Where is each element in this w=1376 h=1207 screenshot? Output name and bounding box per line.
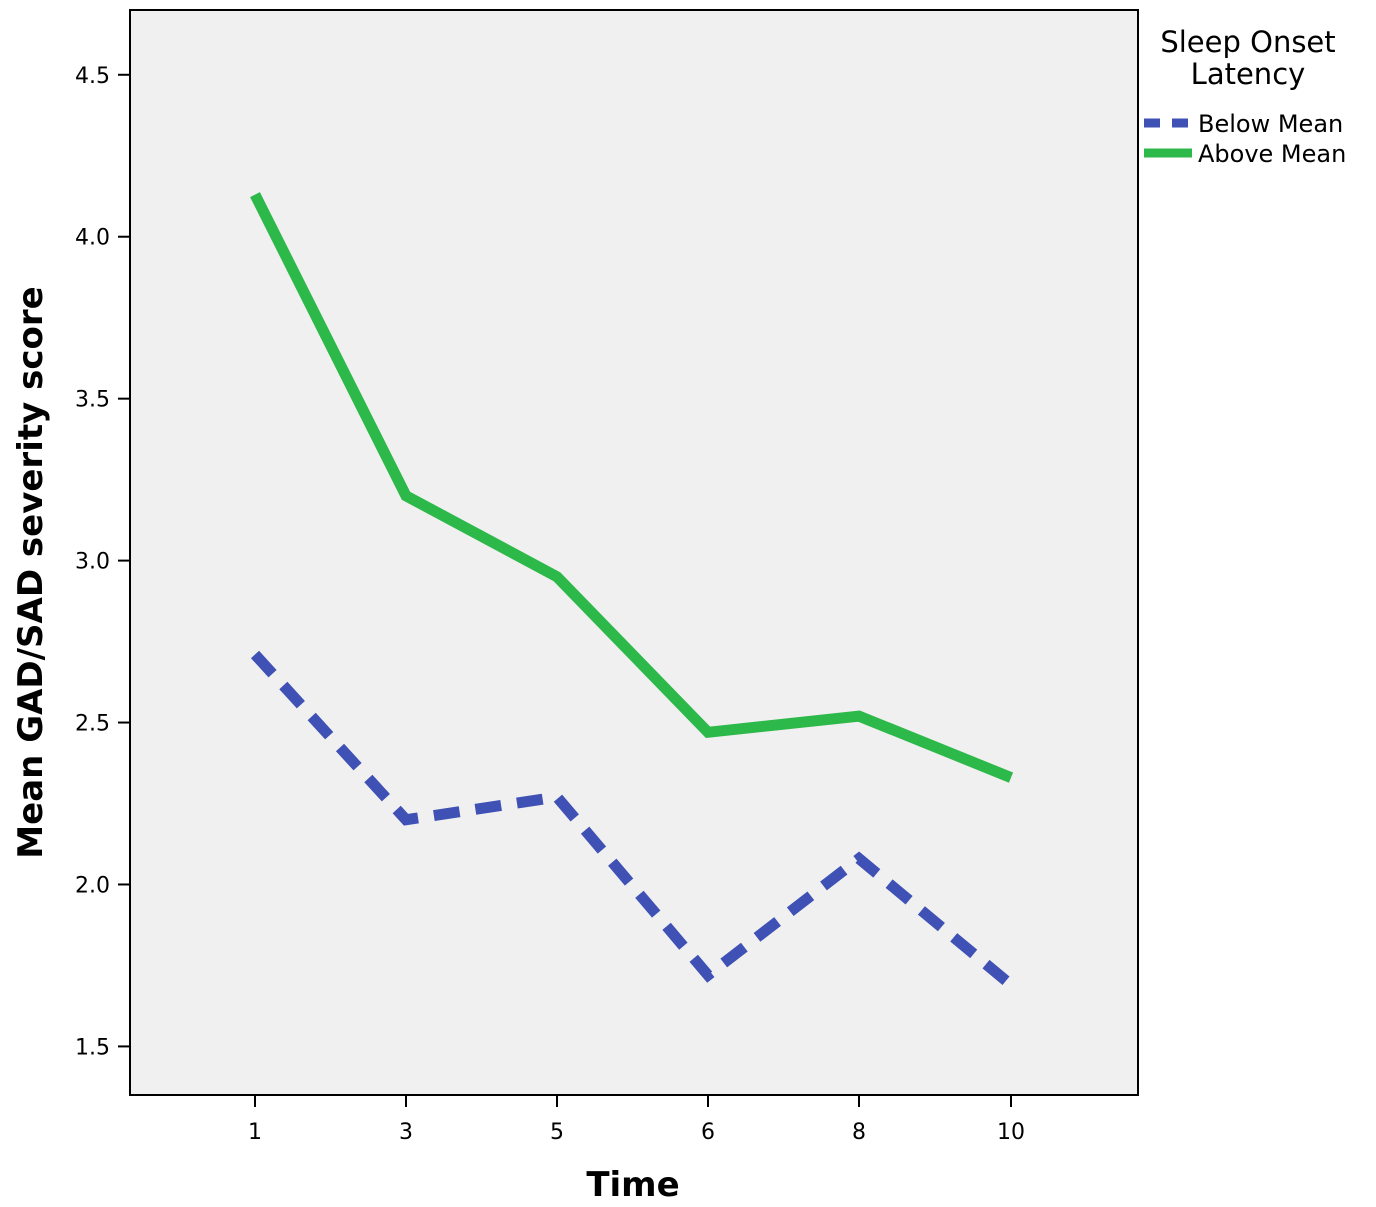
y-axis-title: Mean GAD/SAD severity score <box>11 286 51 858</box>
series-layer <box>250 192 1015 990</box>
legend-label: Above Mean <box>1198 140 1346 168</box>
y-tick-label: 2.0 <box>75 873 110 898</box>
legend-title-line-1: Sleep Onset <box>1160 25 1335 59</box>
x-tick-label: 10 <box>997 1120 1025 1145</box>
legend-title-line-2: Latency <box>1191 57 1306 91</box>
y-axis: 1.5 2.0 2.5 3.0 3.5 4.0 4.5 <box>75 64 130 1060</box>
legend-label: Below Mean <box>1198 110 1343 138</box>
series-below-mean <box>250 650 1015 990</box>
y-tick-label: 1.5 <box>75 1035 110 1060</box>
x-tick-label: 8 <box>852 1120 866 1145</box>
x-tick-label: 6 <box>701 1120 715 1145</box>
series-line <box>250 192 1014 783</box>
plot-area <box>129 9 1139 1096</box>
y-tick-label: 4.5 <box>75 64 110 89</box>
series-above-mean <box>250 192 1014 783</box>
x-axis-title: Time <box>586 1165 679 1205</box>
x-tick-label: 1 <box>248 1120 262 1145</box>
legend-item-below-mean: Below Mean <box>1144 110 1343 138</box>
x-axis: 1 3 5 6 8 10 <box>248 1095 1025 1145</box>
series-line <box>250 650 1015 990</box>
y-tick-label: 3.0 <box>75 550 110 575</box>
y-tick-label: 3.5 <box>75 388 110 413</box>
legend-item-above-mean: Above Mean <box>1144 140 1346 168</box>
y-tick-label: 2.5 <box>75 712 110 737</box>
x-tick-label: 5 <box>550 1120 564 1145</box>
y-tick-label: 4.0 <box>75 226 110 251</box>
x-tick-label: 3 <box>399 1120 413 1145</box>
